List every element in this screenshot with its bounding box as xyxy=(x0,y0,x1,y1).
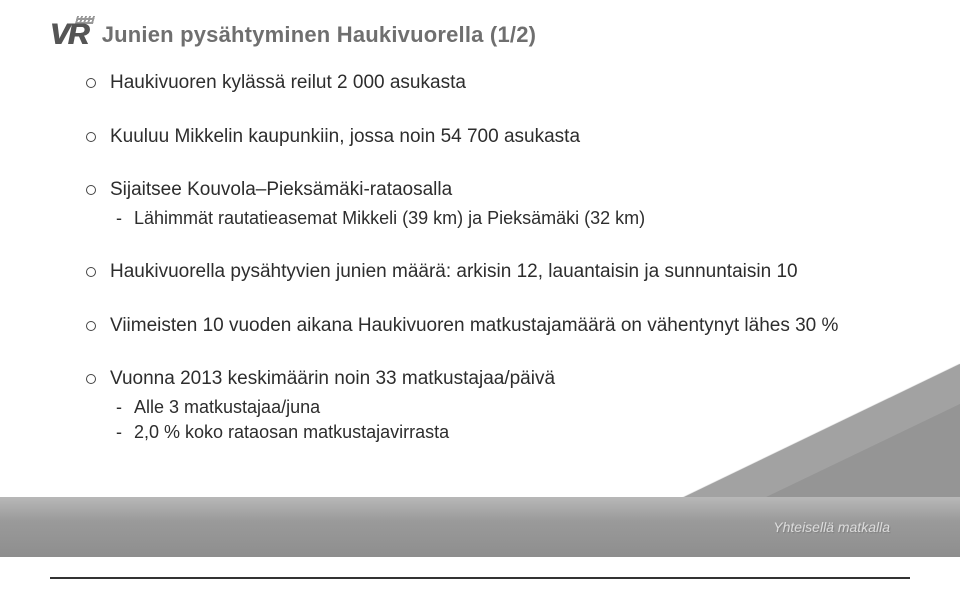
decorative-triangle xyxy=(680,364,960,499)
bullet-text: Haukivuoren kylässä reilut 2 000 asukast… xyxy=(110,72,466,93)
bullet-text: Haukivuorella pysähtyvien junien määrä: … xyxy=(110,261,798,282)
bullet-text: Sijaitsee Kouvola–Pieksämäki-rataosalla xyxy=(110,179,452,200)
bullet-text: Vuonna 2013 keskimäärin noin 33 matkusta… xyxy=(110,368,555,389)
slide-container: VR Junien pysähtyminen Haukivuorella (1/… xyxy=(0,0,960,599)
list-item: Sijaitsee Kouvola–Pieksämäki-rataosalla … xyxy=(110,177,910,231)
bottom-rule xyxy=(50,577,910,579)
sub-item: Lähimmät rautatieasemat Mikkeli (39 km) … xyxy=(110,206,910,231)
sub-list: Lähimmät rautatieasemat Mikkeli (39 km) … xyxy=(110,206,910,231)
footer-band: Yhteisellä matkalla xyxy=(0,497,960,557)
list-item: Haukivuoren kylässä reilut 2 000 asukast… xyxy=(110,70,910,96)
bullet-text: Kuuluu Mikkelin kaupunkiin, jossa noin 5… xyxy=(110,126,580,147)
slide-title: Junien pysähtyminen Haukivuorella (1/2) xyxy=(102,22,536,48)
vr-logo: VR xyxy=(50,18,88,52)
slide-header: VR Junien pysähtyminen Haukivuorella (1/… xyxy=(50,18,910,52)
list-item: Viimeisten 10 vuoden aikana Haukivuoren … xyxy=(110,313,910,339)
list-item: Haukivuorella pysähtyvien junien määrä: … xyxy=(110,259,910,285)
footer-tagline: Yhteisellä matkalla xyxy=(773,519,890,535)
list-item: Kuuluu Mikkelin kaupunkiin, jossa noin 5… xyxy=(110,124,910,150)
bullet-text: Viimeisten 10 vuoden aikana Haukivuoren … xyxy=(110,315,838,336)
